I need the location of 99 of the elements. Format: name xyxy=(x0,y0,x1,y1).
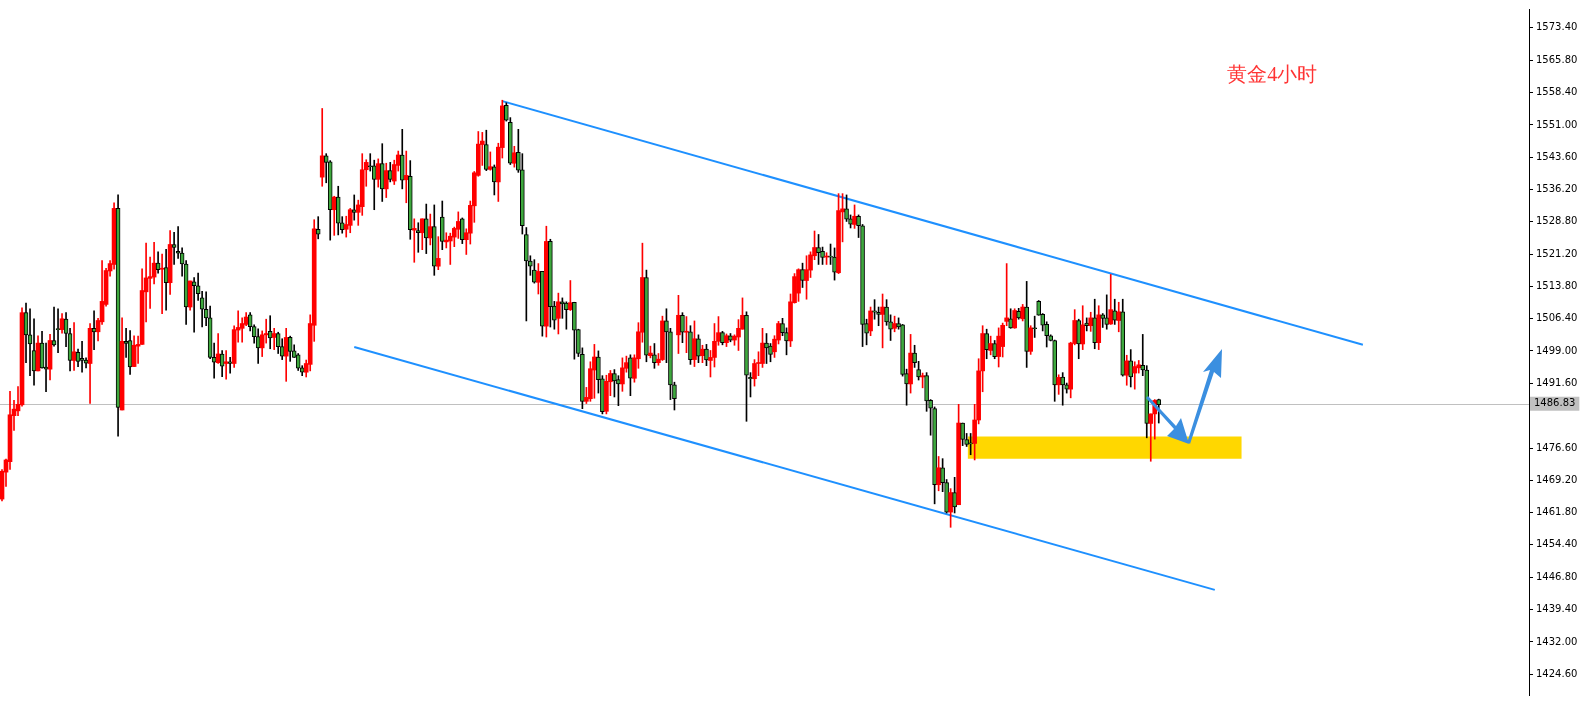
y-tick-label: 1521.20 xyxy=(1536,248,1578,260)
y-tick-label: 1558.40 xyxy=(1536,86,1578,98)
y-tick-label: 1513.80 xyxy=(1536,280,1578,292)
candlestick xyxy=(904,368,909,406)
candlestick xyxy=(516,129,521,173)
y-tick-label: 1543.60 xyxy=(1536,150,1578,162)
candlestick xyxy=(508,117,513,165)
candlestick xyxy=(876,306,881,327)
candlestick xyxy=(964,433,969,447)
candlestick xyxy=(652,343,657,369)
candlestick xyxy=(1008,308,1013,329)
y-tick-label: 1536.20 xyxy=(1536,182,1578,194)
candlestick xyxy=(688,325,693,365)
candlestick xyxy=(628,354,633,396)
candlestick xyxy=(728,333,733,343)
candlestick xyxy=(864,318,869,346)
candlestick xyxy=(267,315,273,350)
candlestick xyxy=(780,318,785,337)
candlestick xyxy=(572,301,577,360)
candlestick xyxy=(968,433,973,456)
candlestick xyxy=(560,297,565,319)
candlestick xyxy=(704,344,709,367)
candlestick xyxy=(616,375,621,406)
candlestick xyxy=(351,194,357,221)
candlestick xyxy=(487,151,493,171)
candlestick xyxy=(828,243,833,265)
candlestick xyxy=(940,458,945,493)
y-tick-label: 1454.40 xyxy=(1536,538,1578,550)
candlestick xyxy=(932,406,937,505)
candlestick xyxy=(784,327,789,356)
candlestick xyxy=(483,129,489,171)
candlestick xyxy=(844,194,849,222)
candlestick xyxy=(856,214,861,238)
candlestick xyxy=(644,269,649,363)
candlestick xyxy=(504,102,509,122)
candlestick xyxy=(848,214,853,229)
candlestick xyxy=(768,343,773,363)
y-tick-label: 1461.80 xyxy=(1536,506,1578,518)
y-tick-label: 1551.00 xyxy=(1536,118,1578,130)
y-tick-label: 1424.60 xyxy=(1536,667,1578,679)
candlestick xyxy=(984,328,989,360)
y-tick-label: 1565.80 xyxy=(1536,54,1578,66)
candlestick xyxy=(403,150,409,204)
candlestick xyxy=(524,227,529,322)
candlestick xyxy=(928,399,933,436)
candlestick xyxy=(1032,315,1038,338)
y-tick-label: 1469.20 xyxy=(1536,473,1578,485)
candlestick xyxy=(832,247,837,281)
y-tick-label: 1432.00 xyxy=(1536,635,1578,647)
candlestick xyxy=(1104,294,1110,330)
candlestick xyxy=(820,246,825,265)
candlestick xyxy=(532,259,537,284)
candlestick xyxy=(612,369,617,398)
ref-line-label: 1486.83 xyxy=(1534,397,1576,409)
y-tick-label: 1439.40 xyxy=(1536,603,1578,615)
candlestick xyxy=(764,333,769,364)
candlestick xyxy=(491,164,497,196)
candlestick xyxy=(540,271,545,337)
candlestick xyxy=(672,381,677,411)
y-tick-label: 1446.80 xyxy=(1536,571,1578,583)
y-tick-label: 1491.60 xyxy=(1536,376,1578,388)
candlestick xyxy=(564,301,569,330)
candlestick xyxy=(576,328,581,357)
y-tick-label: 1573.40 xyxy=(1536,21,1578,33)
candlestick xyxy=(720,331,725,346)
y-tick-label: 1506.40 xyxy=(1536,312,1578,324)
candlestick xyxy=(315,216,321,240)
candlestick xyxy=(227,357,233,374)
candlestick xyxy=(888,314,893,341)
text: 黄金4小时 xyxy=(1227,63,1318,86)
candlestick xyxy=(884,299,889,326)
candlestick xyxy=(992,340,997,360)
y-tick-label: 1476.60 xyxy=(1536,441,1578,453)
candlestick xyxy=(664,308,669,363)
candlestick xyxy=(952,477,957,514)
candlestick xyxy=(1024,281,1029,368)
candlestick xyxy=(860,224,865,347)
candlestick xyxy=(680,312,685,343)
candlestick xyxy=(520,153,525,235)
y-tick-label: 1499.00 xyxy=(1536,344,1578,356)
candlestick xyxy=(580,347,585,410)
candlestick xyxy=(696,334,701,363)
candlestick xyxy=(924,372,929,412)
candlestick xyxy=(944,479,949,514)
candlestick xyxy=(960,422,965,446)
candlestick xyxy=(744,311,749,422)
candlestick xyxy=(916,361,921,381)
candlestick xyxy=(1016,308,1021,320)
candlestick xyxy=(816,234,821,265)
candlestick xyxy=(528,255,533,276)
candlestick xyxy=(800,262,805,288)
y-tick-label: 1528.80 xyxy=(1536,215,1578,227)
candlestick xyxy=(415,222,421,253)
candlestick xyxy=(548,238,553,328)
candlestick xyxy=(668,327,673,400)
candlestick xyxy=(271,327,277,350)
candlestick xyxy=(872,299,877,320)
candlestick xyxy=(912,344,917,368)
candlestick xyxy=(411,218,417,263)
